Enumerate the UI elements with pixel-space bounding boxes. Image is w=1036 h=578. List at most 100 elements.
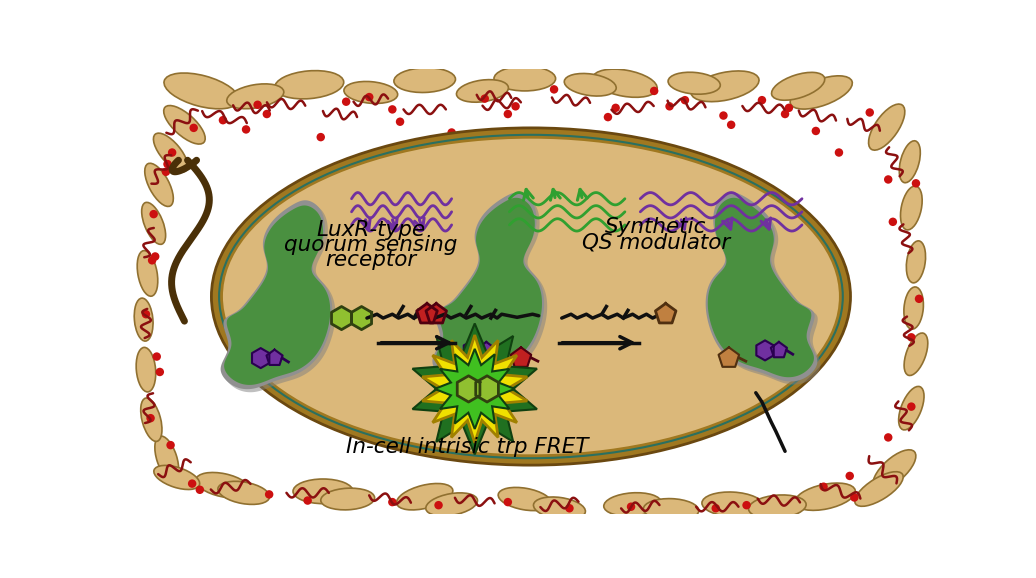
Polygon shape <box>351 306 372 329</box>
Circle shape <box>448 128 456 137</box>
Circle shape <box>388 105 397 114</box>
Circle shape <box>503 498 512 506</box>
Ellipse shape <box>141 398 162 442</box>
Ellipse shape <box>790 76 853 109</box>
Ellipse shape <box>457 80 509 102</box>
Circle shape <box>396 117 404 126</box>
Ellipse shape <box>855 472 903 506</box>
Ellipse shape <box>397 484 453 510</box>
Circle shape <box>388 498 397 506</box>
Ellipse shape <box>164 73 238 109</box>
Circle shape <box>142 310 150 318</box>
Circle shape <box>915 295 923 303</box>
Circle shape <box>146 414 154 423</box>
Ellipse shape <box>795 483 856 510</box>
Ellipse shape <box>164 106 205 144</box>
Ellipse shape <box>344 81 398 103</box>
Circle shape <box>727 121 736 129</box>
Polygon shape <box>252 348 269 368</box>
Circle shape <box>650 87 659 95</box>
Polygon shape <box>332 306 351 329</box>
Ellipse shape <box>534 497 585 520</box>
Ellipse shape <box>426 493 478 516</box>
Circle shape <box>512 102 520 110</box>
Circle shape <box>784 103 794 112</box>
Ellipse shape <box>137 251 157 296</box>
Circle shape <box>188 479 197 488</box>
Ellipse shape <box>275 71 344 99</box>
Text: quorum sensing: quorum sensing <box>284 235 458 255</box>
Circle shape <box>912 179 920 187</box>
Polygon shape <box>436 198 542 377</box>
Circle shape <box>168 149 176 157</box>
Polygon shape <box>756 340 774 361</box>
Ellipse shape <box>899 141 920 183</box>
Circle shape <box>254 101 262 109</box>
Circle shape <box>304 497 312 505</box>
Text: receptor: receptor <box>325 250 416 271</box>
Ellipse shape <box>153 133 188 172</box>
Circle shape <box>162 168 170 176</box>
Polygon shape <box>426 303 447 323</box>
Polygon shape <box>464 340 481 361</box>
Circle shape <box>149 210 157 218</box>
Polygon shape <box>709 195 821 384</box>
Circle shape <box>811 127 821 135</box>
Ellipse shape <box>321 488 375 510</box>
Circle shape <box>550 85 558 94</box>
Ellipse shape <box>565 73 616 96</box>
Ellipse shape <box>142 202 166 244</box>
Text: Synthetic: Synthetic <box>605 217 707 237</box>
Circle shape <box>611 103 620 112</box>
Ellipse shape <box>643 499 699 521</box>
Circle shape <box>241 125 251 134</box>
Ellipse shape <box>906 241 925 283</box>
Circle shape <box>743 501 751 509</box>
Ellipse shape <box>145 163 173 206</box>
Ellipse shape <box>604 492 661 516</box>
Ellipse shape <box>211 128 851 465</box>
Ellipse shape <box>898 387 924 430</box>
Ellipse shape <box>593 69 657 97</box>
Ellipse shape <box>153 465 200 490</box>
Circle shape <box>712 504 720 513</box>
Ellipse shape <box>227 84 284 109</box>
Text: QS modulator: QS modulator <box>581 232 729 253</box>
Ellipse shape <box>668 72 720 94</box>
Circle shape <box>503 110 512 118</box>
Circle shape <box>566 504 574 513</box>
Text: LuxR-type: LuxR-type <box>316 220 426 239</box>
Ellipse shape <box>772 72 825 100</box>
Circle shape <box>167 441 175 449</box>
Polygon shape <box>511 347 531 367</box>
Circle shape <box>196 486 204 494</box>
Circle shape <box>148 256 156 265</box>
Polygon shape <box>221 200 333 389</box>
Circle shape <box>627 502 635 511</box>
Circle shape <box>190 124 198 132</box>
Circle shape <box>845 472 854 480</box>
Circle shape <box>155 368 164 376</box>
Circle shape <box>719 112 727 120</box>
Circle shape <box>317 133 325 142</box>
Polygon shape <box>435 195 547 384</box>
Text: In-cell intrisic trp FRET: In-cell intrisic trp FRET <box>346 436 588 457</box>
Circle shape <box>681 96 689 105</box>
Ellipse shape <box>702 492 764 517</box>
Polygon shape <box>416 303 437 323</box>
Polygon shape <box>224 205 330 385</box>
Circle shape <box>884 175 892 184</box>
Circle shape <box>884 433 892 442</box>
Ellipse shape <box>873 450 916 490</box>
Circle shape <box>342 98 350 106</box>
Ellipse shape <box>691 71 759 102</box>
Circle shape <box>665 102 673 110</box>
Circle shape <box>219 116 227 124</box>
Ellipse shape <box>136 347 155 392</box>
Ellipse shape <box>154 436 178 480</box>
Circle shape <box>164 160 172 168</box>
Circle shape <box>604 113 612 121</box>
Polygon shape <box>479 342 494 357</box>
Polygon shape <box>457 376 480 402</box>
Polygon shape <box>266 350 283 365</box>
